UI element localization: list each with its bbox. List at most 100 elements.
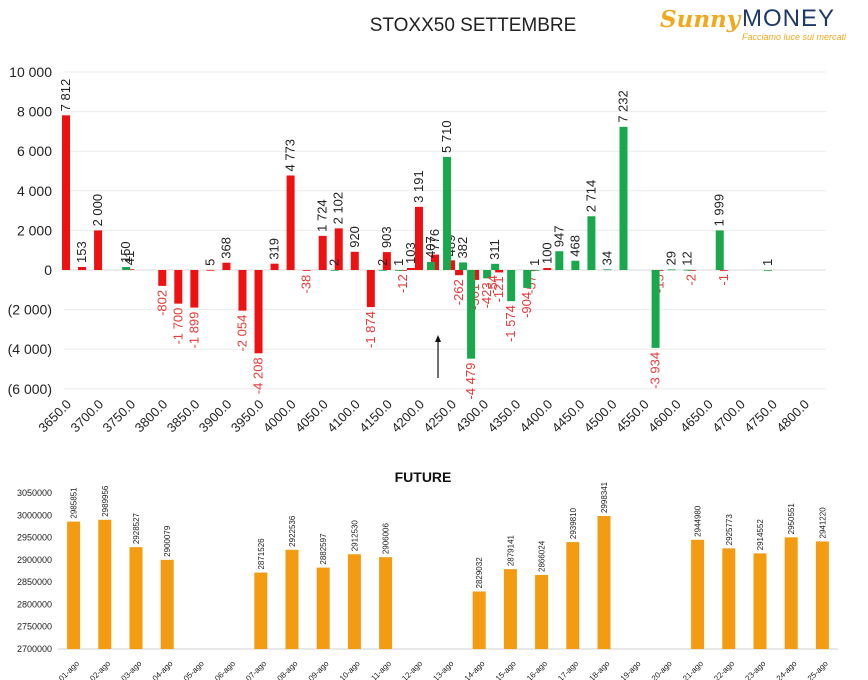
green-bar: [459, 262, 468, 270]
red-data-label: -121: [491, 276, 506, 302]
x-tick-label: 3850.0: [164, 397, 203, 436]
future-x-tick-label: 02-ago: [88, 659, 112, 680]
green-data-label: 29: [664, 251, 679, 265]
x-tick-label: 4400.0: [517, 397, 556, 436]
green-data-label: 1: [527, 259, 542, 266]
future-data-label: 2925773: [725, 514, 734, 546]
red-data-label: 4 773: [283, 139, 298, 172]
future-y-tick-label: 2850000: [17, 577, 52, 587]
green-data-label: 34: [599, 251, 614, 265]
future-bar: [753, 553, 767, 649]
red-bar: [471, 270, 480, 280]
red-data-label: -2 054: [234, 315, 249, 352]
future-data-label: 2985851: [70, 487, 79, 519]
green-data-label: 1: [760, 259, 775, 266]
future-bar: [566, 542, 580, 649]
green-bar: [491, 263, 500, 270]
red-data-label: 41: [122, 251, 137, 265]
green-data-label: 12: [680, 251, 695, 265]
x-tick-label: 3750.0: [100, 397, 139, 436]
red-bar: [318, 235, 327, 270]
stoxx50-open-interest-chart: 10 000 8 000 6 000 4 000 2 000 0 (2 000) (4 000…: [8, 64, 826, 436]
red-bar: [94, 230, 103, 270]
green-bar: [763, 269, 772, 271]
future-x-tick-label: 15-ago: [494, 659, 518, 680]
x-tick-label: 4100.0: [324, 397, 363, 436]
red-bar: [350, 251, 359, 270]
future-data-label: 2939810: [569, 507, 578, 539]
future-x-tick-label: 09-ago: [307, 659, 331, 680]
red-data-label: 920: [347, 226, 362, 248]
green-bar: [555, 251, 564, 270]
future-data-label: 2882597: [319, 533, 328, 565]
future-x-tick-label: 21-ago: [681, 659, 705, 680]
future-data-label: 2928527: [132, 512, 141, 544]
future-x-tick-label: 01-ago: [57, 659, 81, 680]
green-data-label: 7 232: [616, 90, 631, 123]
red-bar: [302, 270, 311, 271]
red-bar: [174, 270, 183, 304]
red-bar: [447, 260, 456, 270]
future-bar: [722, 548, 736, 649]
future-y-tick-label: 3000000: [17, 510, 52, 520]
green-data-label: 2: [327, 259, 342, 266]
future-data-label: 2914552: [756, 519, 765, 551]
green-bar: [531, 269, 540, 271]
red-bar: [366, 270, 375, 308]
green-data-label: 150: [118, 241, 133, 263]
future-bar: [98, 519, 112, 649]
green-data-label: -1 574: [503, 305, 518, 342]
green-bar: [426, 261, 435, 270]
green-bar: [683, 269, 692, 271]
x-tick-label: 4750.0: [741, 397, 780, 436]
green-bar: [394, 269, 403, 271]
future-x-tick-label: 04-ago: [151, 659, 175, 680]
red-data-label: -54: [485, 275, 500, 294]
future-y-tick-label: 2800000: [17, 599, 52, 609]
red-data-label: -2: [684, 274, 699, 286]
y-tick-label: (2 000): [8, 302, 52, 318]
red-bar: [190, 270, 199, 308]
red-bar: [222, 262, 231, 270]
red-bar: [270, 263, 279, 270]
future-x-tick-label: 17-ago: [556, 659, 580, 680]
future-y-tick-label: 3050000: [17, 488, 52, 498]
red-bar: [495, 270, 504, 273]
green-bar: [651, 270, 660, 348]
green-data-label: 1 999: [712, 194, 727, 227]
future-x-tick-label: 25-ago: [806, 659, 830, 680]
x-tick-label: 3650.0: [35, 397, 74, 436]
red-data-label: 319: [267, 238, 282, 260]
red-data-label: 2 102: [331, 192, 346, 225]
green-data-label: 5 710: [439, 120, 454, 153]
red-data-label: 776: [427, 229, 442, 251]
future-x-tick-label: 10-ago: [338, 659, 362, 680]
green-bar: [619, 126, 628, 270]
red-bar: [455, 270, 464, 276]
future-data-label: 2879141: [506, 534, 515, 566]
future-bar: [535, 575, 549, 649]
future-x-tick-label: 22-ago: [712, 659, 736, 680]
y-tick-label: (6 000): [8, 381, 52, 397]
x-tick-label: 4700.0: [709, 397, 748, 436]
future-x-tick-label: 13-ago: [431, 659, 455, 680]
y-tick-label: 4 000: [17, 183, 52, 199]
price-marker-arrowhead: [435, 335, 442, 342]
future-x-tick-label: 12-ago: [400, 659, 424, 680]
green-bar: [523, 270, 532, 288]
red-bar: [687, 270, 696, 271]
green-data-label: -4 479: [463, 363, 478, 400]
future-chart-title: FUTURE: [394, 469, 452, 485]
y-tick-label: 6 000: [17, 143, 52, 159]
x-tick-label: 4300.0: [453, 397, 492, 436]
future-x-tick-label: 05-ago: [182, 659, 206, 680]
x-tick-label: 3800.0: [132, 397, 171, 436]
future-x-tick-label: 23-ago: [743, 659, 767, 680]
green-bar: [507, 270, 516, 302]
future-bar: [691, 539, 705, 649]
green-data-label: 407: [423, 236, 438, 258]
x-tick-label: 4600.0: [645, 397, 684, 436]
red-data-label: -1 899: [186, 312, 201, 349]
green-bar: [122, 267, 131, 270]
x-tick-label: 4800.0: [773, 397, 812, 436]
